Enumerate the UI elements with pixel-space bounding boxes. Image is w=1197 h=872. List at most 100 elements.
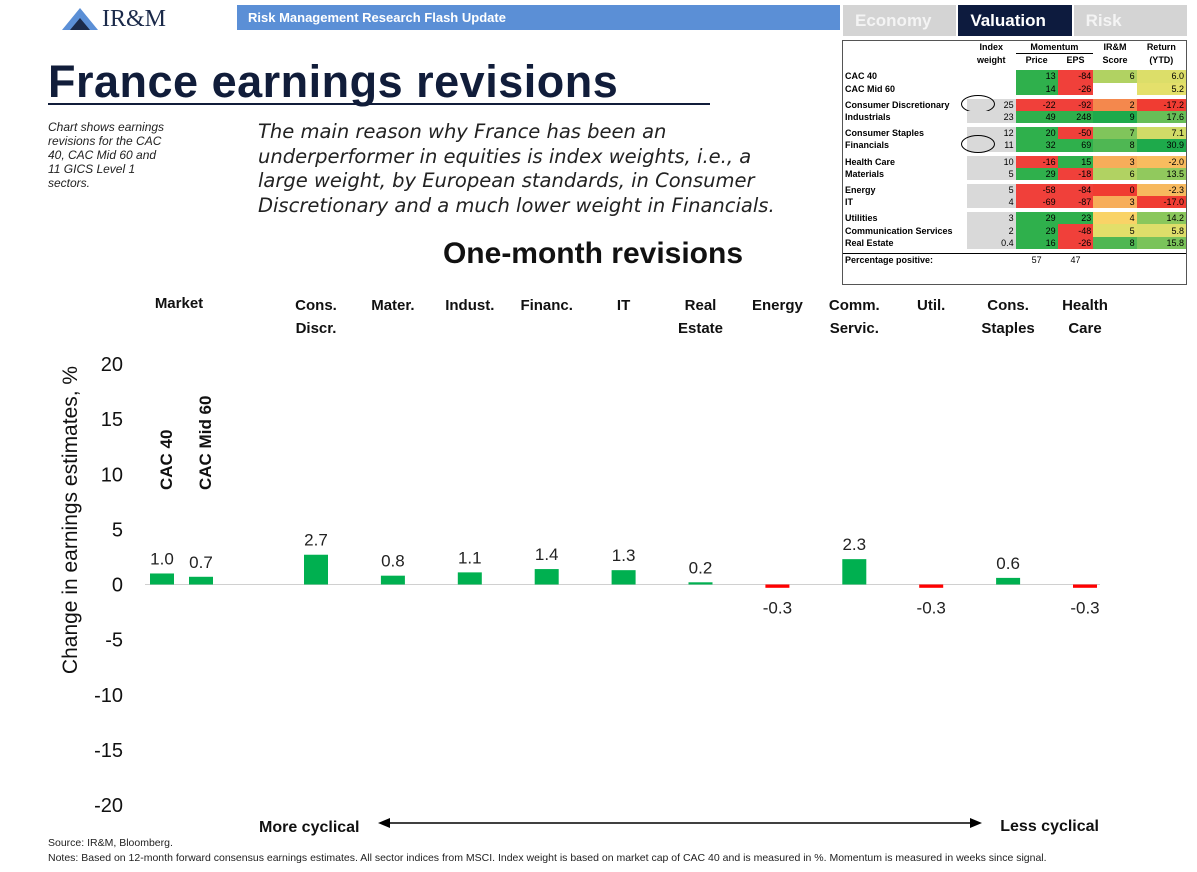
value-label: 2.3	[842, 535, 866, 554]
table-cell: 6	[1093, 167, 1137, 180]
header-cell: Momentum	[1015, 41, 1094, 55]
table-row: Industrials 23 49 248 9 17.6	[843, 110, 1186, 124]
bar	[304, 554, 328, 585]
value-label: 1.3	[612, 546, 636, 565]
side-note: Chart shows earnings revisions for the CA…	[48, 120, 164, 190]
tab[interactable]: Economy	[843, 5, 957, 36]
table-cell: 5.8	[1136, 224, 1186, 237]
annotation: Less cyclical	[1000, 818, 1099, 835]
category-label: Comm. Servic.	[829, 297, 880, 337]
row-name: Financials	[845, 140, 890, 151]
table-cell: -84	[1057, 70, 1094, 83]
source-notes: Source: IR&M, Bloomberg. Notes: Based on…	[48, 836, 1047, 866]
table-cell: 32	[1015, 139, 1058, 152]
table-cell: 10	[967, 155, 1016, 168]
row-name: Utilities	[845, 213, 878, 224]
bar	[688, 582, 713, 585]
tab[interactable]: Risk	[1073, 5, 1187, 36]
table-cell: -2.3	[1136, 183, 1186, 197]
bar	[534, 569, 559, 585]
table-cell: 6.0	[1136, 70, 1186, 83]
table-cell: -92	[1057, 98, 1094, 111]
table-cell: 25	[961, 94, 1016, 113]
table-cell: 16	[1015, 236, 1058, 249]
table-cell: -50	[1057, 127, 1094, 140]
chart-title: One-month revisions	[443, 237, 743, 270]
table-cell: 8	[1093, 139, 1137, 152]
table-cell: 11	[961, 135, 1016, 154]
header-cell: EPS	[1066, 55, 1085, 66]
category-label: Financ.	[520, 297, 573, 314]
value-label: -0.3	[917, 599, 946, 618]
table-cell: -16	[1015, 155, 1058, 168]
table-cell: 30.9	[1136, 139, 1186, 152]
table-cell: 14	[1015, 82, 1058, 95]
row-name: Materials	[845, 168, 885, 179]
category-label: CAC Mid 60	[196, 396, 215, 490]
table-cell	[1093, 83, 1136, 95]
table-row: IT 4 -69 -87 3 -17.0	[843, 196, 1186, 209]
tab[interactable]: Valuation	[958, 5, 1072, 36]
value-label: 1.0	[150, 549, 174, 568]
main-text: The main reason why France has been an un…	[258, 120, 775, 218]
table-cell: 3	[1093, 155, 1137, 168]
table-cell: 9	[1093, 110, 1137, 124]
table-row: CAC Mid 60 14 -26 5.2	[843, 82, 1186, 95]
category-label: Energy	[752, 297, 804, 314]
y-tick-label: -20	[94, 795, 123, 817]
table-cell: -17.2	[1136, 98, 1186, 111]
table-cell	[967, 70, 1016, 82]
table-cell: 248	[1057, 110, 1094, 124]
category-label: Indust.	[445, 297, 494, 314]
row-name: Communication Services	[845, 225, 953, 236]
row-name: Energy	[845, 184, 876, 195]
table-cell: 15.8	[1136, 236, 1186, 249]
bar	[457, 572, 482, 585]
value-label: -0.3	[763, 599, 792, 618]
table-cell: 29	[1015, 212, 1058, 225]
y-tick-label: -15	[94, 740, 123, 762]
row-name: Consumer Staples	[845, 128, 925, 139]
table-cell: 29	[1015, 224, 1058, 237]
y-tick-label: 5	[112, 519, 123, 541]
table-cell: 6	[1093, 70, 1137, 83]
bar	[842, 559, 867, 585]
value-label: 2.7	[304, 531, 328, 550]
tabs: Economy Valuation Risk	[843, 5, 1187, 36]
y-tick-label: 20	[101, 354, 123, 376]
table-cell: 5	[1093, 224, 1137, 237]
table-cell: -22	[1015, 98, 1058, 111]
category-label: Mater.	[371, 297, 414, 314]
table-cell: 0	[1093, 183, 1137, 197]
main-text-line: Discretionary and a much lower weight in…	[258, 193, 775, 217]
table-cell: 13	[1015, 70, 1058, 83]
value-label: 1.4	[535, 545, 559, 564]
y-tick-label: -10	[94, 685, 123, 707]
table-cell: 69	[1057, 139, 1094, 152]
category-label: Cons. Discr.	[295, 297, 337, 337]
bar	[919, 584, 944, 588]
value-label: 0.6	[996, 554, 1020, 573]
table-cell: -48	[1057, 224, 1094, 237]
annotation: More cyclical	[259, 819, 360, 836]
table-cell: -58	[1015, 183, 1058, 197]
main-text-line: The main reason why France has been an	[258, 120, 667, 143]
side-note-line: Chart shows earnings	[48, 120, 165, 134]
group-label: Market	[155, 295, 203, 312]
header-cell: Price	[1025, 55, 1048, 66]
main-text-line: large weight, by European standards, in …	[258, 169, 755, 192]
value-label: 0.2	[689, 558, 713, 577]
bar	[189, 576, 213, 585]
table-cell	[967, 253, 1016, 266]
page-title: France earnings revisions	[48, 56, 619, 107]
table-row: Communication Services 2 29 -48 5 5.8	[843, 224, 1186, 237]
row-name: CAC 40	[845, 71, 878, 82]
table-cell: -26	[1057, 82, 1094, 95]
header-row: weight Price EPS Score (YTD)	[843, 54, 1186, 67]
category-label: CAC 40	[157, 430, 176, 490]
bar	[380, 575, 405, 585]
table-cell: -84	[1057, 183, 1094, 197]
footer-cell: 47	[1070, 254, 1081, 265]
y-tick-label: 0	[112, 575, 123, 597]
